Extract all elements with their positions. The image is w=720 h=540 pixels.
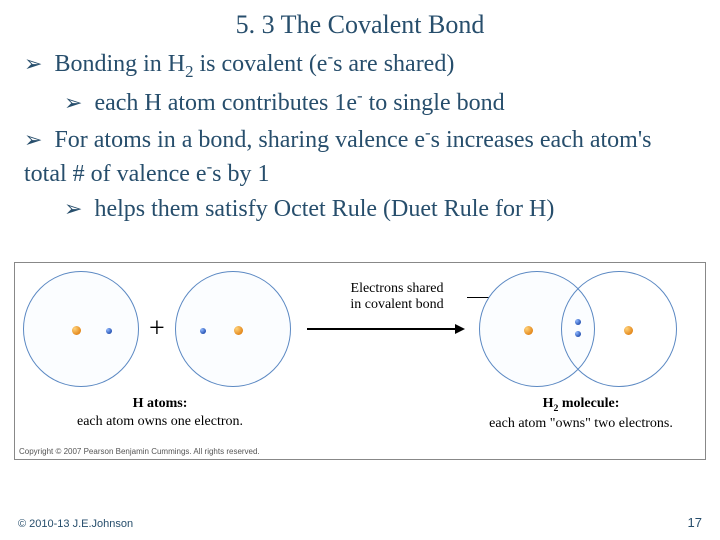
electron-icon bbox=[106, 328, 112, 334]
bullet-2-sub-text: helps them satisfy Octet Rule (Duet Rule… bbox=[94, 196, 554, 222]
bullet-2: ➢ For atoms in a bond, sharing valence e… bbox=[24, 122, 696, 191]
h-atom-2 bbox=[175, 271, 291, 387]
shared-electron-icon bbox=[575, 319, 581, 325]
electron-icon bbox=[200, 328, 206, 334]
h2-atom-right bbox=[561, 271, 677, 387]
bullet-2-text: For atoms in a bond, sharing valence e-s… bbox=[24, 127, 652, 187]
proton-icon bbox=[624, 326, 633, 335]
h-atoms-label: H atoms: each atom owns one electron. bbox=[55, 395, 265, 430]
bullet-arrow-icon: ➢ bbox=[64, 194, 82, 224]
electrons-shared-label: Electrons shared in covalent bond bbox=[327, 281, 467, 313]
shared-electron-icon bbox=[575, 331, 581, 337]
h-atom-1 bbox=[23, 271, 139, 387]
plus-icon: + bbox=[149, 313, 165, 345]
reaction-arrow-icon bbox=[307, 328, 457, 330]
bullet-1-sub-text: each H atom contributes 1e- to single bo… bbox=[94, 90, 504, 116]
footer-copyright: © 2010-13 J.E.Johnson bbox=[18, 518, 133, 530]
proton-icon bbox=[72, 326, 81, 335]
bullet-arrow-icon: ➢ bbox=[64, 88, 82, 118]
bullet-list: ➢ Bonding in H2 is covalent (e-s are sha… bbox=[0, 46, 720, 225]
bullet-arrow-icon: ➢ bbox=[24, 49, 42, 79]
h2-molecule-label: H2 molecule: each atom "owns" two electr… bbox=[471, 395, 691, 433]
bullet-1-sub: ➢ each H atom contributes 1e- to single … bbox=[24, 85, 696, 119]
bullet-2-sub: ➢ helps them satisfy Octet Rule (Duet Ru… bbox=[24, 193, 696, 225]
bullet-1: ➢ Bonding in H2 is covalent (e-s are sha… bbox=[24, 46, 696, 83]
proton-icon bbox=[234, 326, 243, 335]
proton-icon bbox=[524, 326, 533, 335]
image-copyright: Copyright © 2007 Pearson Benjamin Cummin… bbox=[19, 447, 260, 456]
slide-title: 5. 3 The Covalent Bond bbox=[0, 0, 720, 46]
covalent-bond-diagram: + Electrons shared in covalent bond H at… bbox=[14, 262, 706, 460]
bullet-arrow-icon: ➢ bbox=[24, 125, 42, 155]
bullet-1-text: Bonding in H2 is covalent (e-s are share… bbox=[54, 51, 454, 77]
slide-number: 17 bbox=[688, 515, 702, 530]
reaction-arrowhead-icon bbox=[455, 324, 465, 334]
